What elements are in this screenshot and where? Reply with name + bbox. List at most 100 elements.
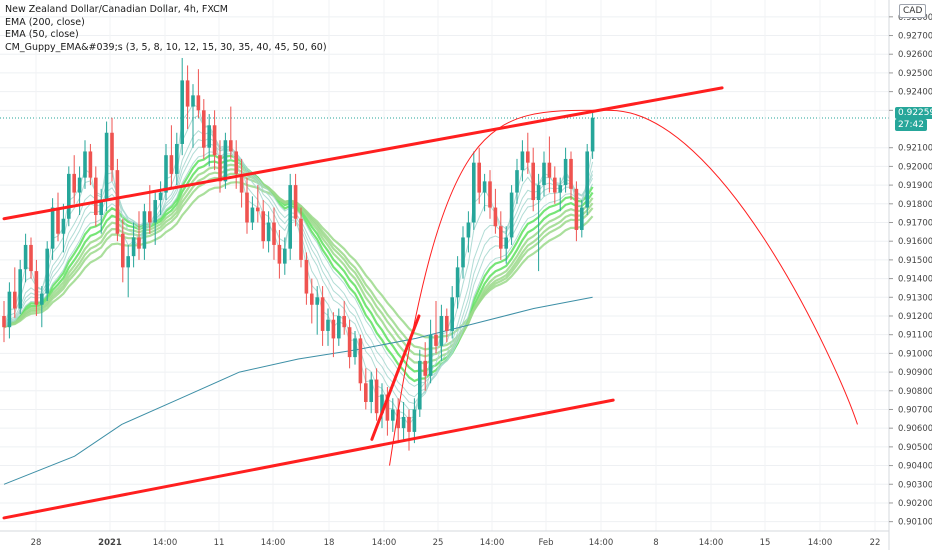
candle [121, 218, 125, 283]
candle-body [239, 173, 244, 193]
candle-body [547, 162, 552, 178]
candle [412, 398, 417, 444]
candle-body [61, 218, 66, 234]
candle-body [396, 409, 400, 429]
ema-200-legend[interactable]: EMA (200, close) [5, 16, 85, 28]
candle-body [45, 248, 49, 294]
candle-body [2, 315, 6, 328]
candle [7, 282, 12, 339]
candle [34, 259, 39, 316]
candle-body [94, 177, 98, 216]
candle [18, 259, 22, 315]
candle [137, 211, 141, 260]
candle [418, 349, 422, 417]
candle [423, 342, 427, 391]
candle [158, 181, 163, 216]
candle-body [526, 151, 530, 163]
time-tick-label: Feb [538, 538, 553, 548]
candle [13, 267, 17, 318]
candle [347, 319, 352, 369]
price-tick-label: 0.92100 [898, 144, 932, 154]
candle-body [77, 177, 82, 193]
symbol-title[interactable]: New Zealand Dollar/Canadian Dollar, 4h, … [5, 4, 228, 15]
candle [61, 203, 66, 253]
price-tick-label: 0.91100 [898, 331, 932, 341]
candle [310, 278, 314, 324]
candle-body [175, 143, 179, 174]
price-axis[interactable]: 0.928000.927000.926000.925000.924000.923… [888, 0, 932, 550]
candle-body [299, 218, 303, 260]
time-tick-label: 11 [214, 538, 225, 548]
price-tick-label: 0.90100 [898, 518, 932, 528]
candle-body [56, 207, 60, 234]
candle-body [115, 170, 120, 234]
price-tick-label: 0.91600 [898, 237, 932, 247]
candle [590, 110, 595, 159]
candle-body [374, 379, 379, 414]
candle [239, 158, 244, 208]
price-tick-label: 0.91500 [898, 256, 932, 266]
candle-body [412, 409, 417, 432]
candle-body [245, 192, 249, 223]
chart-grid [0, 0, 889, 531]
ema-50-legend[interactable]: EMA (50, close) [5, 29, 79, 40]
candle [175, 132, 179, 186]
price-tick-label: 0.91200 [898, 312, 932, 322]
candle-body [72, 173, 76, 193]
candle-body [83, 151, 87, 178]
candle [396, 398, 400, 444]
candle-body [180, 80, 184, 144]
time-tick-label: 2021 [98, 538, 122, 548]
candle-body [364, 383, 368, 402]
candle-body [131, 237, 136, 257]
candle [229, 106, 233, 159]
candle-body [536, 185, 541, 201]
candle-body [88, 151, 93, 178]
candle-body [229, 140, 233, 152]
candle-body [315, 297, 319, 305]
candle-body [531, 162, 535, 201]
time-tick-label: 15 [760, 538, 771, 548]
last-price-badge: 0.92259 [895, 107, 932, 119]
candle-body [342, 315, 346, 328]
currency-badge[interactable]: CAD [899, 4, 927, 18]
candle-body [304, 259, 309, 294]
time-tick-label: 14:00 [589, 538, 614, 548]
candle [196, 69, 201, 118]
candle-body [580, 207, 584, 230]
time-tick-label: 14:00 [699, 538, 724, 548]
price-tick-label: 0.92700 [898, 32, 932, 42]
candle [472, 151, 476, 230]
candle [234, 140, 238, 189]
candle-series [2, 57, 595, 451]
candle [353, 330, 357, 365]
candle-body [391, 409, 395, 421]
time-axis[interactable]: 28 2021 14:00 11 14:00 18 14:00 25 14:00 Feb 14:00… [0, 530, 889, 548]
candle-body [29, 244, 33, 272]
candle [191, 84, 195, 148]
guppy-ribbon [3, 103, 594, 426]
guppy-slow-ema [3, 159, 594, 373]
guppy-slow-ema [3, 154, 594, 383]
candle [337, 308, 341, 346]
candle-body [126, 256, 130, 268]
candle-body [574, 188, 579, 230]
candle [202, 99, 206, 159]
candle-body [99, 200, 103, 216]
candle-body [250, 207, 255, 223]
candle-body [293, 185, 298, 219]
candle-body [434, 334, 438, 346]
guppy-legend[interactable]: CM_Guppy_EMA&#039;s (3, 5, 8, 10, 12, 15… [5, 41, 327, 53]
candle-body [407, 416, 411, 432]
price-tick-label: 0.90400 [898, 462, 932, 472]
candle-body [499, 226, 503, 249]
candle [256, 185, 260, 223]
candle-body [347, 327, 352, 358]
time-tick-label: 14:00 [480, 538, 505, 548]
time-tick-label: 14:00 [808, 538, 833, 548]
candle-body [185, 80, 190, 107]
guppy-slow-ema [3, 168, 594, 358]
candle-body [283, 248, 287, 264]
candle-body [223, 140, 228, 182]
